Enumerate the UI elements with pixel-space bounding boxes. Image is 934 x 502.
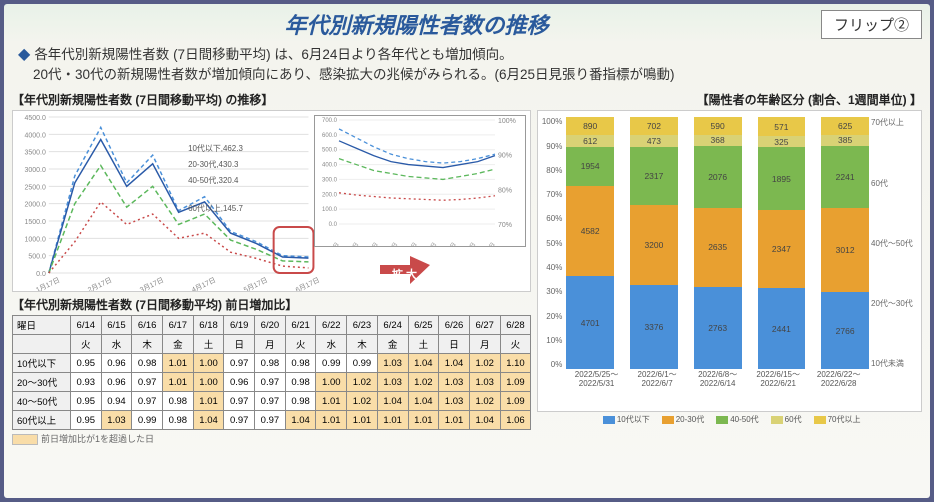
svg-text:1月17日: 1月17日	[35, 276, 61, 291]
svg-text:400.0: 400.0	[322, 163, 338, 169]
bar-segment: 571	[758, 117, 806, 136]
svg-text:600.0: 600.0	[322, 133, 338, 139]
bar-segment: 473	[630, 135, 678, 147]
svg-text:2500.0: 2500.0	[25, 185, 46, 192]
svg-text:60代以上,145.7: 60代以上,145.7	[188, 203, 243, 213]
svg-text:拡 大: 拡 大	[392, 267, 417, 281]
ratio-table: 曜日6/146/156/166/176/186/196/206/216/226/…	[12, 315, 531, 430]
svg-text:6月8日: 6月8日	[345, 241, 361, 246]
bar-segment: 590	[694, 117, 742, 135]
bar-segment: 2763	[694, 287, 742, 370]
desc-line2: 20代・30代の新規陽性者数が増加傾向にあり、感染拡大の兆候がみられる。(6月2…	[33, 67, 675, 82]
svg-text:1000.0: 1000.0	[25, 237, 46, 244]
svg-text:0.0: 0.0	[36, 271, 46, 278]
svg-text:300.0: 300.0	[322, 178, 338, 184]
stacked-bar: 244123471895325571	[758, 117, 806, 369]
svg-text:100%: 100%	[498, 118, 516, 125]
svg-text:3500.0: 3500.0	[25, 150, 46, 157]
zoom-arrow: 拡 大	[380, 256, 430, 284]
table-note: 前日増加比が1を超過した日	[12, 432, 531, 445]
bullet-icon: ◆	[18, 46, 30, 63]
stacked-y-axis: 100%90%80%70%60%50%40%30%20%10%0%	[540, 117, 562, 369]
svg-text:3000.0: 3000.0	[25, 167, 46, 174]
bar-segment: 612	[566, 135, 614, 147]
line-chart-title: 【年代別新規陽性者数 (7日間移動平均) の推移】	[12, 91, 531, 108]
stacked-x-axis: 2022/5/25～2022/5/312022/6/1～2022/6/72022…	[566, 371, 869, 409]
svg-text:500.0: 500.0	[322, 148, 338, 154]
bar-segment: 2076	[694, 146, 742, 208]
svg-text:6月26日: 6月26日	[480, 241, 497, 246]
bar-segment: 702	[630, 117, 678, 135]
stacked-title: 【陽性者の年齢区分 (割合、1週間単位) 】	[537, 91, 922, 108]
svg-text:10代以下,462.3: 10代以下,462.3	[188, 143, 243, 153]
stacked-bar: 276630122241385625	[821, 117, 869, 369]
bar-segment: 3200	[630, 205, 678, 285]
svg-text:3月17日: 3月17日	[139, 276, 165, 291]
line-chart: 0.0 500.0 1000.0 1500.0 2000.0 2500.0 3000.0 35…	[12, 110, 531, 292]
table-title: 【年代別新規陽性者数 (7日間移動平均) 前日増加比】	[12, 296, 531, 313]
bar-segment: 368	[694, 135, 742, 146]
svg-text:70%: 70%	[498, 222, 512, 229]
svg-text:500.0: 500.0	[28, 254, 46, 261]
stacked-bar: 337632002317473702	[630, 117, 678, 369]
slide: 年代別新規陽性者数の推移 フリップ② ◆ 各年代別新規陽性者数 (7日間移動平均)…	[4, 4, 930, 498]
svg-text:0.0: 0.0	[329, 222, 338, 228]
svg-text:2000.0: 2000.0	[25, 202, 46, 209]
bar-segment: 2241	[821, 146, 869, 209]
content-row: 【年代別新規陽性者数 (7日間移動平均) の推移】 0.0 500.0 1000.0…	[12, 89, 922, 445]
left-col: 【年代別新規陽性者数 (7日間移動平均) の推移】 0.0 500.0 1000.0…	[12, 89, 531, 445]
svg-text:200.0: 200.0	[322, 193, 338, 199]
desc-line1: 各年代別新規陽性者数 (7日間移動平均) は、6月24日より各年代とも増加傾向。	[34, 47, 512, 62]
zoom-chart: 0.0 100.0 200.0 300.0 400.0 500.0 600.0 700.0 10…	[314, 115, 526, 247]
bar-segment: 1954	[566, 147, 614, 186]
title-bar: 年代別新規陽性者数の推移 フリップ②	[12, 8, 922, 40]
highlight-swatch	[12, 434, 38, 445]
svg-text:6月16日: 6月16日	[402, 241, 419, 246]
svg-text:5月17日: 5月17日	[242, 276, 268, 291]
stacked-right-labels: 70代以上60代40代～50代20代～30代10代未満	[871, 117, 919, 369]
svg-text:6月19日: 6月19日	[421, 241, 438, 246]
svg-text:4月17日: 4月17日	[191, 276, 217, 291]
bar-segment: 4701	[566, 276, 614, 369]
svg-text:1500.0: 1500.0	[25, 219, 46, 226]
bar-segment: 2441	[758, 288, 806, 369]
svg-text:100.0: 100.0	[322, 207, 338, 213]
bar-segment: 4582	[566, 186, 614, 277]
stacked-chart: 100%90%80%70%60%50%40%30%20%10%0% 470145…	[537, 110, 922, 412]
stacked-bar: 276326352076368590	[694, 117, 742, 369]
stacked-bars: 470145821954612890 337632002317473702 2763…	[566, 117, 869, 369]
bar-segment: 3012	[821, 208, 869, 292]
svg-text:6月22日: 6月22日	[441, 241, 458, 246]
description: ◆ 各年代別新規陽性者数 (7日間移動平均) は、6月24日より各年代とも増加傾向…	[12, 42, 922, 87]
slide-title: 年代別新規陽性者数の推移	[12, 8, 821, 40]
svg-text:6月10日: 6月10日	[363, 241, 380, 246]
svg-text:20-30代,430.3: 20-30代,430.3	[188, 159, 239, 169]
svg-text:80%: 80%	[498, 188, 512, 195]
svg-text:4000.0: 4000.0	[25, 133, 46, 140]
svg-text:90%: 90%	[498, 153, 512, 160]
bar-segment: 625	[821, 117, 869, 134]
svg-text:700.0: 700.0	[322, 118, 338, 124]
svg-text:40-50代,320.4: 40-50代,320.4	[188, 175, 239, 185]
flip-badge: フリップ②	[821, 10, 922, 39]
bar-segment: 2347	[758, 210, 806, 288]
bar-segment: 2635	[694, 208, 742, 287]
stacked-bar: 470145821954612890	[566, 117, 614, 369]
stacked-legend: 10代以下20-30代40-50代60代70代以上	[537, 414, 922, 425]
bar-segment: 325	[758, 136, 806, 147]
svg-text:6月24日: 6月24日	[460, 241, 477, 246]
svg-text:4500.0: 4500.0	[25, 115, 46, 122]
right-col: 【陽性者の年齢区分 (割合、1週間単位) 】 100%90%80%70%60%5…	[537, 89, 922, 445]
svg-text:2月17日: 2月17日	[87, 276, 113, 291]
bar-segment: 2317	[630, 147, 678, 205]
svg-text:6月6日: 6月6日	[325, 241, 341, 246]
bar-segment: 3376	[630, 285, 678, 369]
bar-segment: 2766	[821, 292, 869, 369]
svg-text:6月13日: 6月13日	[382, 241, 399, 246]
bar-segment: 1895	[758, 147, 806, 210]
bar-segment: 385	[821, 135, 869, 146]
svg-text:6月17日: 6月17日	[294, 276, 320, 291]
bar-segment: 890	[566, 117, 614, 135]
